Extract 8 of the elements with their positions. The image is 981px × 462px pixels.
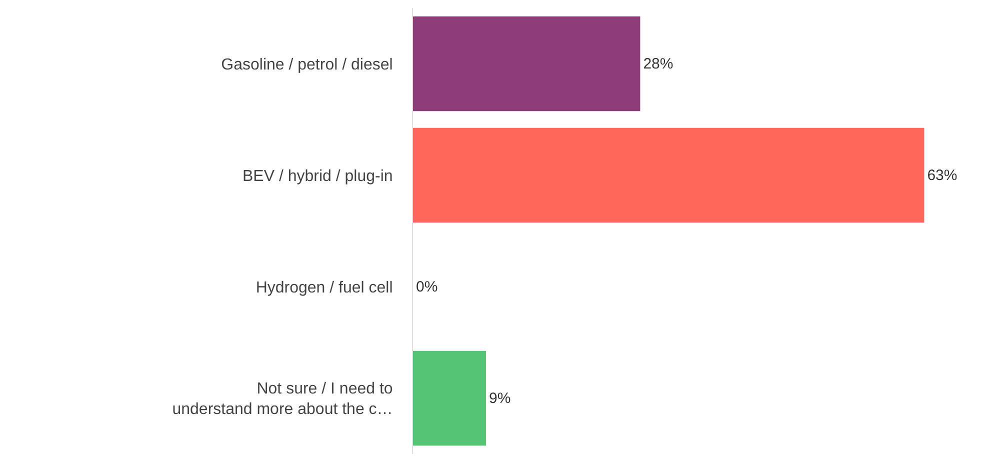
y-tick-label: Gasoline / petrol / diesel: [221, 56, 393, 74]
y-tick-label: Not sure / I need to understand more about the c…: [172, 380, 393, 418]
data-label: 9%: [489, 390, 511, 407]
y-tick-label: Hydrogen / fuel cell: [256, 279, 393, 296]
y-tick-label: BEV / hybrid / plug-in: [242, 168, 393, 185]
data-label: 0%: [416, 278, 438, 296]
data-label: 28%: [643, 55, 674, 72]
data-label: 63%: [927, 166, 958, 184]
